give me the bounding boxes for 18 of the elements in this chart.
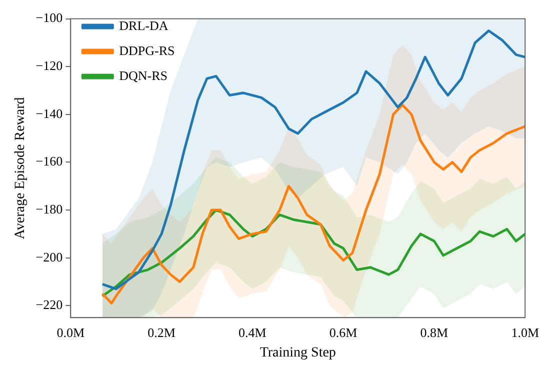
y-tick-label: −200 (36, 249, 63, 264)
y-tick-label: −100 (36, 10, 63, 26)
y-tick-label: −140 (36, 106, 63, 121)
x-tick-label: 0.2M (148, 324, 176, 340)
x-axis-title: Training Step (260, 345, 336, 360)
x-tick-label: 0.4M (238, 324, 267, 340)
y-tick-label: −160 (36, 154, 63, 169)
y-tick-label: −220 (36, 297, 63, 312)
y-tick-label: −120 (36, 58, 63, 74)
x-tick-label: 0.6M (329, 324, 358, 340)
x-tick-label: 0.8M (420, 324, 449, 340)
x-tick-label: 1.0M (511, 324, 540, 340)
legend-label: DDPG-RS (119, 42, 175, 58)
legend-label: DQN-RS (119, 68, 168, 83)
y-axis-title: Average Episode Reward (13, 97, 28, 240)
x-tick-label: 0.0M (56, 324, 85, 340)
legend-label: DRL-DA (119, 18, 169, 33)
y-tick-label: −180 (36, 201, 63, 216)
